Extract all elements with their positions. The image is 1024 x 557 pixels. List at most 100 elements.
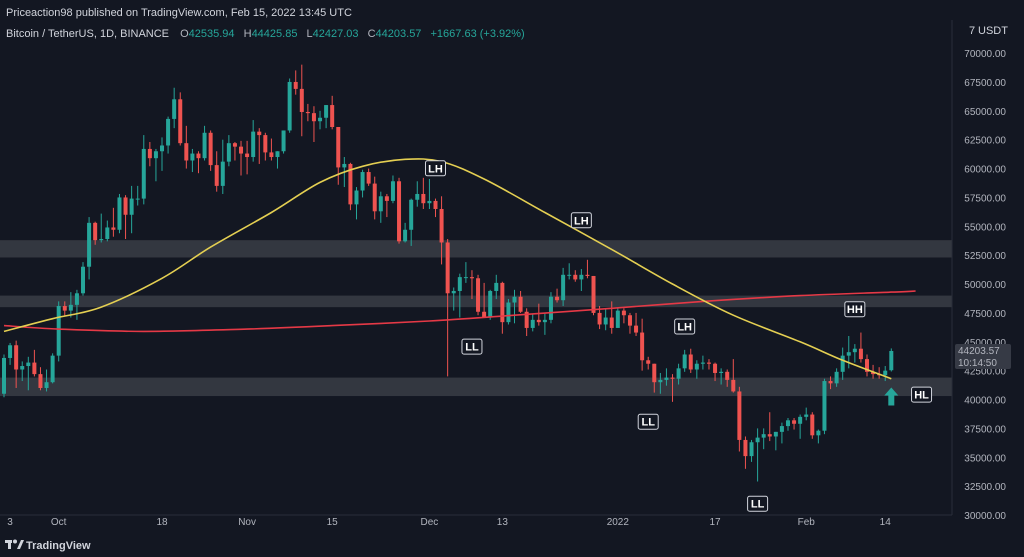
candle[interactable] [506, 299, 511, 325]
candle[interactable] [621, 308, 626, 324]
candle[interactable] [463, 262, 468, 283]
candle[interactable] [208, 130, 213, 171]
candle[interactable] [232, 142, 237, 161]
candle[interactable] [536, 303, 541, 326]
candle[interactable] [469, 270, 474, 300]
candle[interactable] [804, 407, 809, 421]
price-axis[interactable]: 30000.00 32500.00 35000.00 37500.00 40000.00… [964, 49, 1006, 522]
candle[interactable] [269, 138, 274, 161]
candle[interactable] [652, 363, 657, 393]
candle[interactable] [354, 187, 359, 220]
candle[interactable] [518, 290, 523, 313]
candle[interactable] [141, 135, 146, 205]
candle[interactable] [105, 220, 110, 242]
candle[interactable] [257, 128, 262, 164]
candle[interactable] [755, 428, 760, 482]
candle[interactable] [409, 198, 414, 246]
candle[interactable] [773, 431, 778, 451]
candle[interactable] [524, 308, 529, 337]
candle[interactable] [263, 132, 268, 161]
candle[interactable] [767, 412, 772, 442]
candle[interactable] [214, 151, 219, 192]
candle[interactable] [785, 418, 790, 431]
candle[interactable] [828, 376, 833, 390]
candle[interactable] [658, 372, 663, 394]
candle[interactable] [445, 239, 450, 377]
candle[interactable] [555, 288, 560, 303]
candle[interactable] [761, 428, 766, 450]
candle[interactable] [220, 139, 225, 194]
candle[interactable] [706, 359, 711, 370]
candle[interactable] [239, 140, 244, 176]
candle[interactable] [99, 213, 104, 243]
candle[interactable] [166, 116, 171, 154]
candle[interactable] [749, 439, 754, 462]
candle[interactable] [117, 193, 122, 234]
candle[interactable] [682, 349, 687, 372]
candle[interactable] [20, 361, 25, 382]
candle[interactable] [324, 105, 329, 129]
candle[interactable] [627, 312, 632, 334]
candle[interactable] [123, 195, 128, 240]
candle[interactable] [330, 95, 335, 130]
candle[interactable] [603, 308, 608, 331]
candle[interactable] [670, 374, 675, 402]
candle[interactable] [403, 222, 408, 243]
candle[interactable] [32, 349, 37, 377]
candle[interactable] [129, 185, 134, 234]
candle[interactable] [615, 308, 620, 328]
candle[interactable] [87, 217, 92, 280]
candle[interactable] [8, 342, 13, 365]
candle[interactable] [737, 386, 742, 452]
candle[interactable] [591, 275, 596, 316]
time-axis[interactable]: 3 Oct 18 Nov 15 Dec 13 2022 17 Feb 14 [7, 517, 891, 528]
candle[interactable] [50, 353, 55, 384]
candle[interactable] [287, 78, 292, 133]
candle[interactable] [56, 301, 61, 362]
candle[interactable] [548, 292, 553, 324]
candle[interactable] [864, 354, 869, 377]
candle[interactable] [172, 87, 177, 129]
candle[interactable] [500, 281, 505, 334]
candle[interactable] [81, 262, 86, 296]
candle[interactable] [433, 198, 438, 218]
candle[interactable] [646, 356, 651, 370]
candle[interactable] [245, 140, 250, 175]
candle[interactable] [360, 169, 365, 198]
candle[interactable] [311, 106, 316, 143]
candle[interactable] [779, 422, 784, 444]
candle[interactable] [366, 168, 371, 186]
candle[interactable] [299, 64, 304, 137]
candle[interactable] [858, 332, 863, 363]
candle[interactable] [530, 314, 535, 332]
candle[interactable] [26, 356, 31, 391]
candle[interactable] [397, 177, 402, 244]
candle[interactable] [883, 366, 888, 382]
candle[interactable] [585, 259, 590, 279]
candle[interactable] [640, 318, 645, 371]
candle[interactable] [190, 148, 195, 173]
footer-brand[interactable]: TradingView [26, 540, 91, 552]
candle[interactable] [889, 348, 894, 372]
candle[interactable] [719, 368, 724, 385]
candle[interactable] [816, 429, 821, 444]
candle[interactable] [178, 92, 183, 146]
candle[interactable] [336, 127, 341, 185]
candle[interactable] [421, 177, 426, 209]
candle[interactable] [68, 292, 73, 318]
candle[interactable] [318, 110, 323, 130]
candle[interactable] [725, 369, 730, 387]
candle[interactable] [38, 367, 43, 391]
candle[interactable] [798, 414, 803, 439]
candle[interactable] [579, 269, 584, 291]
candle[interactable] [457, 273, 462, 318]
candle[interactable] [14, 340, 19, 388]
candle[interactable] [664, 368, 669, 386]
candle[interactable] [93, 221, 98, 245]
candle[interactable] [439, 196, 444, 265]
candle[interactable] [135, 185, 140, 206]
candle[interactable] [196, 151, 201, 174]
candle[interactable] [542, 312, 547, 335]
candle[interactable] [700, 355, 705, 370]
